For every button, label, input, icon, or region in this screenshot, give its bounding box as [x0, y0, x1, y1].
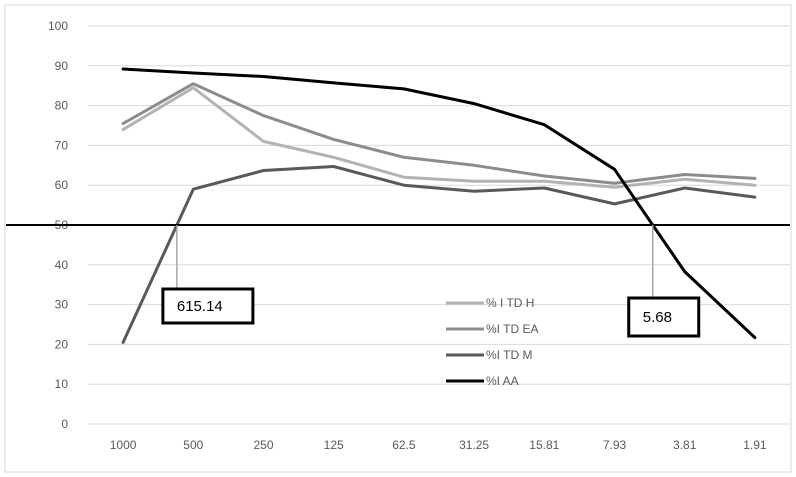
- x-tick-label: 15.81: [529, 438, 559, 452]
- x-tick-label: 1000: [110, 438, 137, 452]
- annotation-box: [627, 296, 701, 338]
- series-line-3: [121, 67, 757, 340]
- y-tick-label: 30: [55, 298, 69, 312]
- y-tick-label: 80: [55, 99, 69, 113]
- legend: % I TD H %I TD EA %I TD M %I AA: [446, 296, 538, 388]
- x-tick-label: 62.5: [392, 438, 416, 452]
- legend-label-1: %I TD EA: [486, 322, 538, 336]
- y-tick-label: 60: [55, 178, 69, 192]
- x-tick-label: 7.93: [603, 438, 627, 452]
- y-tick-label: 0: [61, 417, 68, 431]
- x-tick-label: 1.91: [743, 438, 767, 452]
- series-line-1: [121, 82, 757, 185]
- x-tick-label: 125: [324, 438, 344, 452]
- legend-label-2: %I TD M: [486, 348, 532, 362]
- x-tick-label: 250: [253, 438, 273, 452]
- x-tick-label: 3.81: [673, 438, 697, 452]
- annotation-box: [161, 287, 255, 325]
- legend-label-0: % I TD H: [486, 296, 534, 310]
- series-lines: [121, 67, 757, 344]
- annotation-label: 615.14: [177, 298, 223, 315]
- legend-label-3: %I AA: [486, 374, 519, 388]
- x-tick-label: 31.25: [459, 438, 489, 452]
- y-tick-label: 20: [55, 337, 69, 351]
- x-axis-tick-labels: 1000 500 250 125 62.5 31.25 15.81 7.93 3.81 1.91: [110, 438, 767, 452]
- y-tick-label: 40: [55, 258, 69, 272]
- y-tick-label: 90: [55, 59, 69, 73]
- y-tick-label: 70: [55, 138, 69, 152]
- y-tick-label: 10: [55, 377, 69, 391]
- annotations: 615.14 5.68: [161, 225, 701, 338]
- series-line-0: [121, 86, 757, 189]
- annotation-label: 5.68: [643, 309, 672, 326]
- x-tick-label: 500: [183, 438, 203, 452]
- y-tick-label: 100: [48, 19, 68, 33]
- chart-area-border: [4, 4, 792, 473]
- series-line-2: [121, 165, 757, 344]
